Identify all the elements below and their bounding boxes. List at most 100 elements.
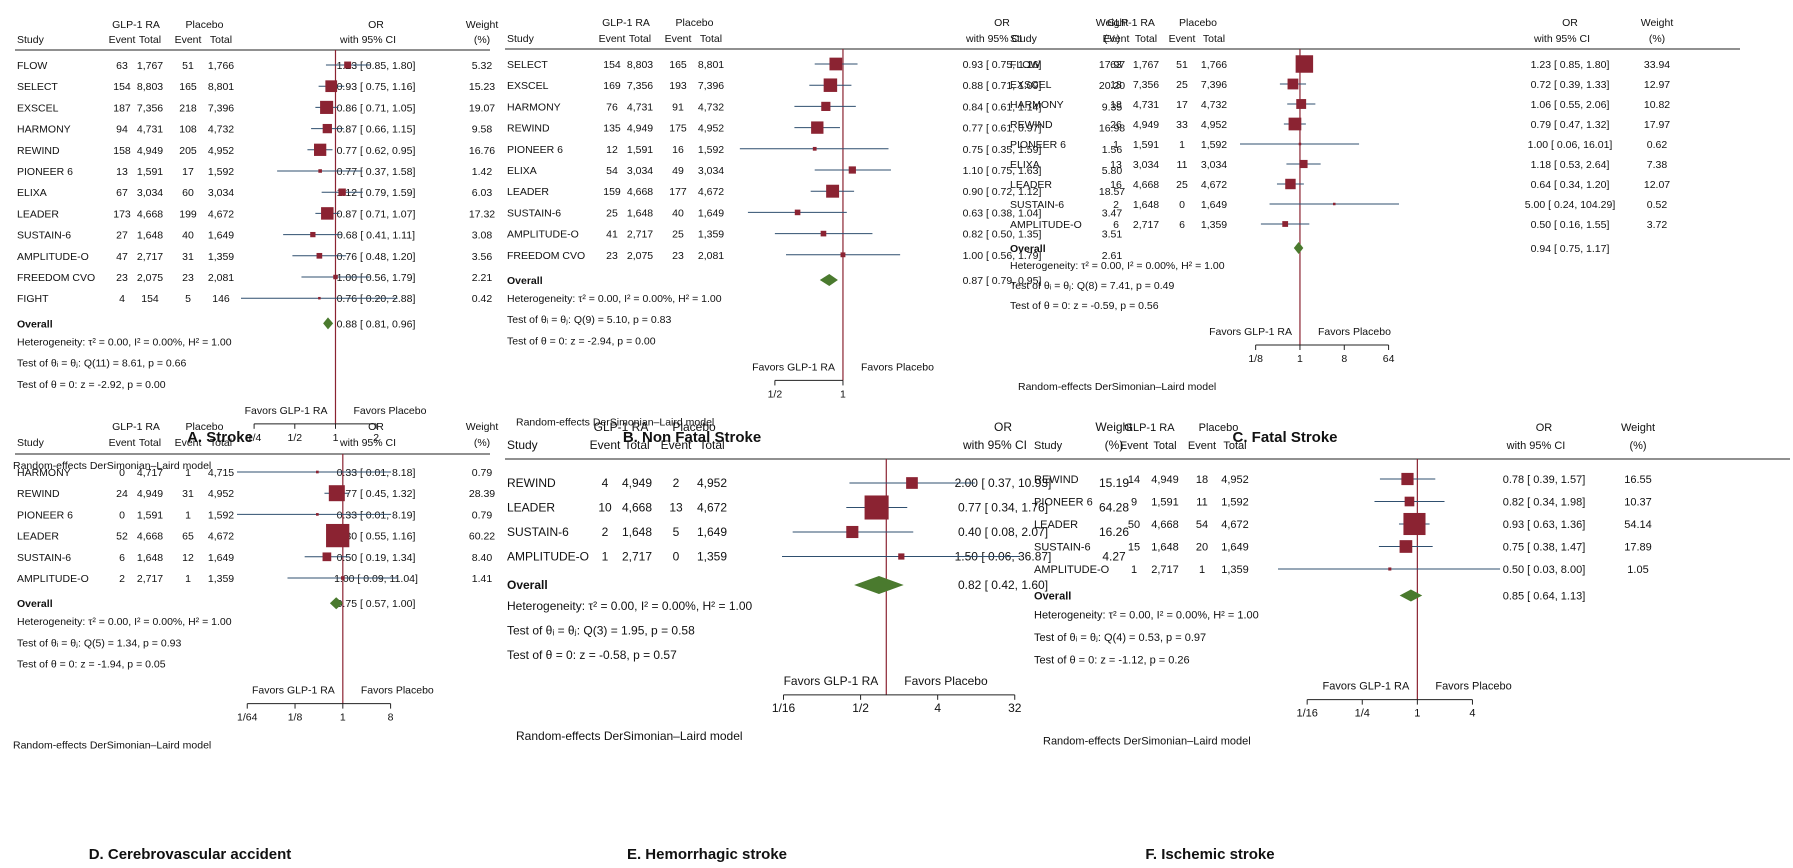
x-tick-label: 4: [1469, 708, 1475, 720]
glp1-total: 154: [141, 293, 159, 305]
placebo-events: 175: [669, 123, 687, 135]
placebo-events: 31: [182, 488, 194, 500]
weight-value: 0.62: [1647, 139, 1668, 151]
model-note: Random-effects DerSimonian–Laird model: [13, 460, 211, 472]
placebo-events: 25: [672, 229, 684, 241]
placebo-total: 4,952: [208, 145, 234, 157]
glp1-total: 3,034: [1133, 159, 1159, 171]
study-name: SUSTAIN-6: [507, 207, 561, 219]
study-name: FIGHT: [17, 293, 49, 305]
weight-value: 0.79: [472, 509, 493, 521]
event-header: Event: [1169, 33, 1196, 45]
or-marker: [1298, 142, 1302, 146]
weight-header: Weight: [1641, 17, 1674, 29]
placebo-events: 31: [182, 251, 194, 263]
glp1-total: 7,356: [137, 102, 163, 114]
placebo-total: 4,952: [208, 488, 234, 500]
or-marker: [341, 576, 345, 580]
overall-or-ci: 0.94 [ 0.75, 1.17]: [1531, 243, 1610, 255]
or-ci-value: 0.33 [ 0.01, 8.18]: [337, 467, 416, 479]
total-header: Total: [699, 438, 724, 452]
stats-line: Heterogeneity: τ² = 0.00, I² = 0.00%, H²…: [17, 616, 232, 628]
placebo-total: 4,952: [1221, 474, 1249, 486]
x-tick-label: 1: [1297, 353, 1303, 365]
weight-value: 0.52: [1647, 199, 1668, 211]
group2-header: Placebo: [1199, 422, 1239, 434]
study-name: AMPLITUDE-O: [1010, 219, 1082, 231]
glp1-total: 2,717: [622, 550, 652, 564]
placebo-events: 60: [182, 187, 194, 199]
model-note: Random-effects DerSimonian–Laird model: [13, 740, 211, 752]
placebo-events: 54: [1196, 519, 1208, 531]
or-header: OR: [994, 17, 1010, 29]
weight-value: 17.97: [1644, 119, 1670, 131]
study-name: ELIXA: [507, 165, 537, 177]
placebo-total: 7,396: [208, 102, 234, 114]
placebo-total: 1,649: [1201, 199, 1227, 211]
weight-pct-header: (%): [474, 34, 490, 46]
overall-or-ci: 0.75 [ 0.57, 1.00]: [337, 598, 416, 610]
favors-glp1-label: Favors GLP-1 RA: [245, 405, 328, 417]
or-ci-value: 0.77 [ 0.34, 1.76]: [958, 501, 1048, 515]
placebo-events: 20: [1196, 542, 1208, 554]
glp1-events: 173: [113, 208, 131, 220]
panel-caption: F. Ischemic stroke: [1145, 846, 1274, 863]
placebo-events: 23: [182, 272, 194, 284]
placebo-events: 17: [182, 166, 194, 178]
stats-line: Test of θ = 0: z = -0.59, p = 0.56: [1010, 300, 1159, 312]
glp1-events: 2: [1113, 199, 1119, 211]
or-marker: [864, 495, 889, 520]
event-header: Event: [175, 437, 202, 449]
or-marker: [829, 57, 843, 71]
placebo-events: 0: [673, 550, 680, 564]
weight-value: 54.14: [1624, 519, 1652, 531]
placebo-total: 4,672: [1201, 179, 1227, 191]
placebo-events: 40: [182, 230, 194, 242]
overall-diamond: [819, 274, 838, 286]
study-name: PIONEER 6: [17, 166, 73, 178]
placebo-total: 1,649: [698, 207, 724, 219]
or-marker: [1404, 496, 1415, 507]
or-ci-value: 0.77 [ 0.45, 1.32]: [337, 488, 416, 500]
study-name: LEADER: [507, 501, 555, 515]
placebo-total: 3,034: [698, 165, 724, 177]
study-header: Study: [507, 438, 538, 452]
placebo-total: 4,952: [1201, 119, 1227, 131]
weight-value: 3.72: [1647, 219, 1668, 231]
glp1-total: 4,949: [137, 488, 163, 500]
placebo-total: 4,732: [208, 124, 234, 136]
stats-line: Heterogeneity: τ² = 0.00, I² = 0.00%, H²…: [1034, 610, 1259, 622]
glp1-events: 63: [1110, 59, 1122, 71]
or-marker: [333, 274, 338, 280]
or-ci-value: 0.87 [ 0.66, 1.15]: [337, 124, 416, 136]
or-ci-value: 0.63 [ 0.38, 1.04]: [963, 207, 1042, 219]
or-ci-value: 5.00 [ 0.24, 104.29]: [1525, 199, 1616, 211]
stats-line: Test of θᵢ = θⱼ: Q(9) = 5.10, p = 0.83: [507, 314, 671, 326]
placebo-total: 1,359: [1221, 564, 1249, 576]
or-marker: [1295, 55, 1314, 73]
glp1-events: 154: [603, 59, 621, 71]
stats-line: Heterogeneity: τ² = 0.00, I² = 0.00%, H²…: [507, 293, 722, 305]
x-tick-label: 1/64: [237, 712, 258, 724]
placebo-total: 1,649: [208, 552, 234, 564]
or-marker: [326, 523, 350, 548]
placebo-total: 1,592: [208, 509, 234, 521]
x-tick-label: 1: [1414, 708, 1420, 720]
placebo-events: 6: [1179, 219, 1185, 231]
favors-placebo-label: Favors Placebo: [353, 405, 426, 417]
glp1-total: 8,803: [627, 59, 653, 71]
placebo-events: 18: [1196, 474, 1208, 486]
model-note: Random-effects DerSimonian–Laird model: [516, 729, 743, 743]
or-marker: [1285, 178, 1296, 190]
x-tick-label: 1: [340, 712, 346, 724]
placebo-events: 165: [669, 59, 687, 71]
weight-value: 28.39: [469, 488, 495, 500]
weight-pct-header: (%): [1104, 33, 1120, 45]
group1-header: GLP-1 RA: [1107, 17, 1155, 29]
stats-line: Test of θᵢ = θⱼ: Q(11) = 8.61, p = 0.66: [17, 358, 187, 370]
total-header: Total: [1203, 33, 1225, 45]
favors-glp1-label: Favors GLP-1 RA: [784, 674, 879, 688]
x-tick-label: 32: [1008, 701, 1022, 715]
stats-line: Heterogeneity: τ² = 0.00, I² = 0.00%, H²…: [17, 336, 232, 348]
glp1-events: 0: [119, 467, 125, 479]
